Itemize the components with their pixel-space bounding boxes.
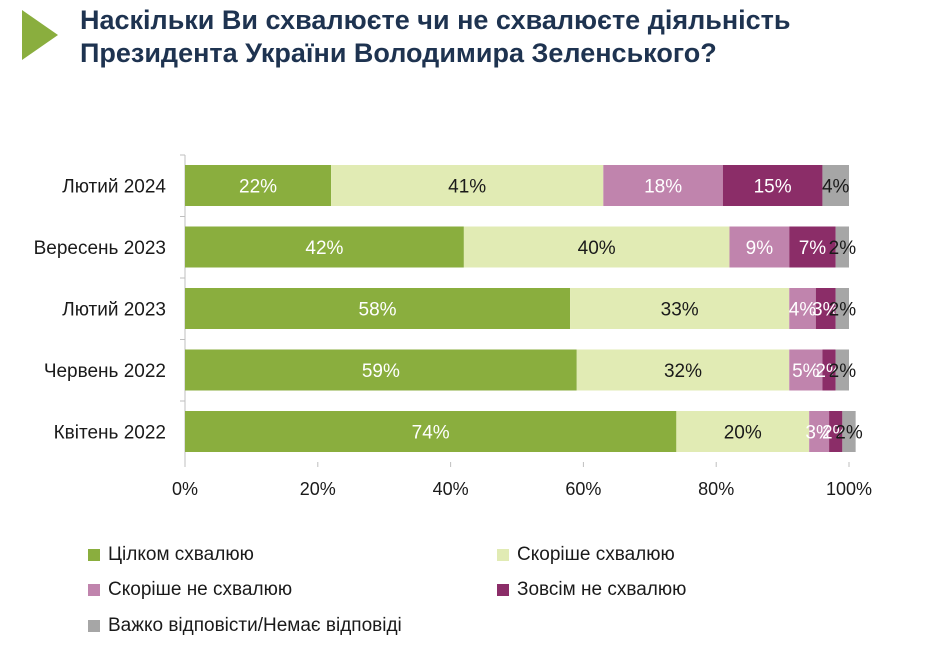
- category-label: Квітень 2022: [54, 423, 166, 444]
- bar-segment: [842, 411, 856, 452]
- bar-segment: [822, 165, 849, 206]
- data-label: 4%: [789, 300, 817, 321]
- data-label: 40%: [578, 238, 616, 259]
- data-label: 58%: [359, 300, 397, 321]
- logo-triangle-icon: [22, 10, 58, 60]
- bar-segment: [185, 411, 677, 452]
- x-tick-label: 40%: [433, 479, 469, 499]
- bar-segment: [835, 288, 849, 329]
- bar-segment: [829, 411, 843, 452]
- bar-segment: [185, 349, 577, 391]
- data-label: 18%: [644, 177, 682, 198]
- bar-segment: [789, 226, 836, 268]
- data-label: 7%: [799, 238, 827, 259]
- bar-segment: [331, 165, 604, 206]
- x-tick-label: 60%: [565, 479, 601, 499]
- x-tick-label: 100%: [826, 479, 872, 499]
- data-label: 74%: [412, 423, 450, 444]
- data-label: 2%: [829, 238, 857, 259]
- data-label: 42%: [305, 238, 343, 259]
- data-label: 2%: [835, 423, 863, 444]
- data-label: 3%: [805, 423, 833, 444]
- bar-segment: [570, 288, 790, 329]
- title-line-2: Президента України Володимира Зеленськог…: [80, 38, 717, 68]
- data-label: 22%: [239, 177, 277, 198]
- data-label: 15%: [754, 177, 792, 198]
- data-label: 5%: [792, 361, 820, 382]
- bar-segment: [722, 165, 823, 206]
- bar-segment: [603, 165, 723, 206]
- data-label: 32%: [664, 361, 702, 382]
- data-label: 3%: [812, 300, 840, 321]
- bar-segment: [835, 349, 849, 391]
- chart-title: Наскільки Ви схвалюєте чи не схвалюєте д…: [80, 4, 910, 70]
- data-label: 59%: [362, 361, 400, 382]
- data-label: 41%: [448, 177, 486, 198]
- x-tick-label: 20%: [300, 479, 336, 499]
- bar-segment: [676, 411, 810, 452]
- bar-segment: [822, 349, 836, 391]
- x-tick-label: 80%: [698, 479, 734, 499]
- category-label: Вересень 2023: [34, 238, 166, 259]
- title-line-1: Наскільки Ви схвалюєте чи не схвалюєте д…: [80, 5, 791, 35]
- data-label: 4%: [822, 177, 850, 198]
- bar-segment: [185, 165, 332, 206]
- bar-segment: [789, 288, 816, 329]
- category-label: Лютий 2024: [62, 177, 166, 198]
- data-label: 9%: [746, 238, 774, 259]
- bar-segment: [809, 411, 830, 452]
- data-label: 33%: [661, 300, 699, 321]
- bar-segment: [185, 226, 464, 268]
- category-label: Червень 2022: [44, 361, 166, 382]
- data-label: 2%: [829, 361, 857, 382]
- x-tick-label: 0%: [172, 479, 198, 499]
- data-label: 2%: [829, 300, 857, 321]
- bar-segment: [185, 288, 571, 329]
- bar-segment: [729, 226, 790, 268]
- bar-segment: [835, 226, 849, 268]
- bar-segment: [789, 349, 823, 391]
- bar-segment: [576, 349, 790, 391]
- data-label: 20%: [724, 423, 762, 444]
- bar-segment: [815, 288, 836, 329]
- bar-segment: [463, 226, 730, 268]
- category-label: Лютий 2023: [62, 300, 166, 321]
